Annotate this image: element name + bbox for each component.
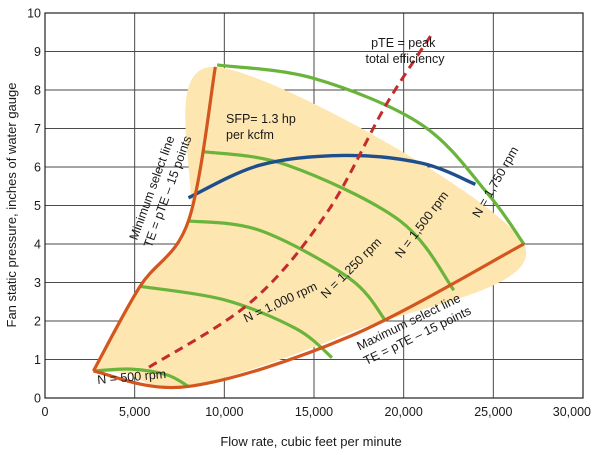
sfp-label: SFP= 1.3 hp per kcfm (226, 112, 299, 142)
y-tick-label: 4 (34, 238, 41, 252)
x-tick-label: 0 (42, 405, 49, 419)
speed-curve (93, 367, 190, 388)
x-tick-labels: 0 5,000 10,000 15,000 20,000 25,000 30,000 (42, 405, 592, 419)
sfp-label-line1: SFP= 1.3 hp (226, 112, 296, 126)
peak-efficiency-curve (148, 35, 432, 369)
speed-curve (139, 284, 333, 359)
x-tick-label: 15,000 (295, 405, 333, 419)
chart-lines (92, 35, 526, 390)
y-tick-label: 6 (34, 161, 41, 175)
speed-curve (216, 63, 526, 245)
y-tick-label: 8 (34, 84, 41, 98)
x-tick-label: 10,000 (205, 405, 243, 419)
y-tick-label: 3 (34, 276, 41, 290)
sfp-curve (187, 153, 477, 200)
maximum-select-line (93, 242, 525, 390)
y-tick-label: 1 (34, 353, 41, 367)
speed-curve (188, 219, 387, 323)
y-tick-label: 2 (34, 315, 41, 329)
sfp-label-line2: per kcfm (226, 128, 274, 142)
y-tick-label: 0 (34, 392, 41, 406)
x-tick-label: 25,000 (474, 405, 512, 419)
y-tick-label: 7 (34, 122, 41, 136)
peak-efficiency-label: pTE = peak total efficiency (366, 36, 446, 66)
y-tick-label: 10 (27, 7, 41, 21)
y-tick-labels: 0 1 2 3 4 5 6 7 8 9 10 (27, 7, 41, 406)
plot-frame (44, 12, 584, 399)
x-tick-label: 20,000 (385, 405, 423, 419)
speed-label-500: N = 500 rpm (97, 367, 167, 387)
peak-efficiency-label-line2: total efficiency (366, 52, 446, 66)
speed-curve (202, 150, 456, 292)
peak-efficiency-label-line1: pTE = peak (371, 36, 436, 50)
select-region-fill (93, 66, 527, 388)
x-axis-label: Flow rate, cubic feet per minute (220, 434, 401, 449)
x-tick-label: 5,000 (119, 405, 150, 419)
y-tick-label: 9 (34, 45, 41, 59)
x-tick-label: 30,000 (553, 405, 591, 419)
y-tick-label: 5 (34, 199, 41, 213)
minimum-select-line (92, 66, 217, 372)
y-axis-label: Fan static pressure, inches of water gau… (4, 83, 19, 328)
